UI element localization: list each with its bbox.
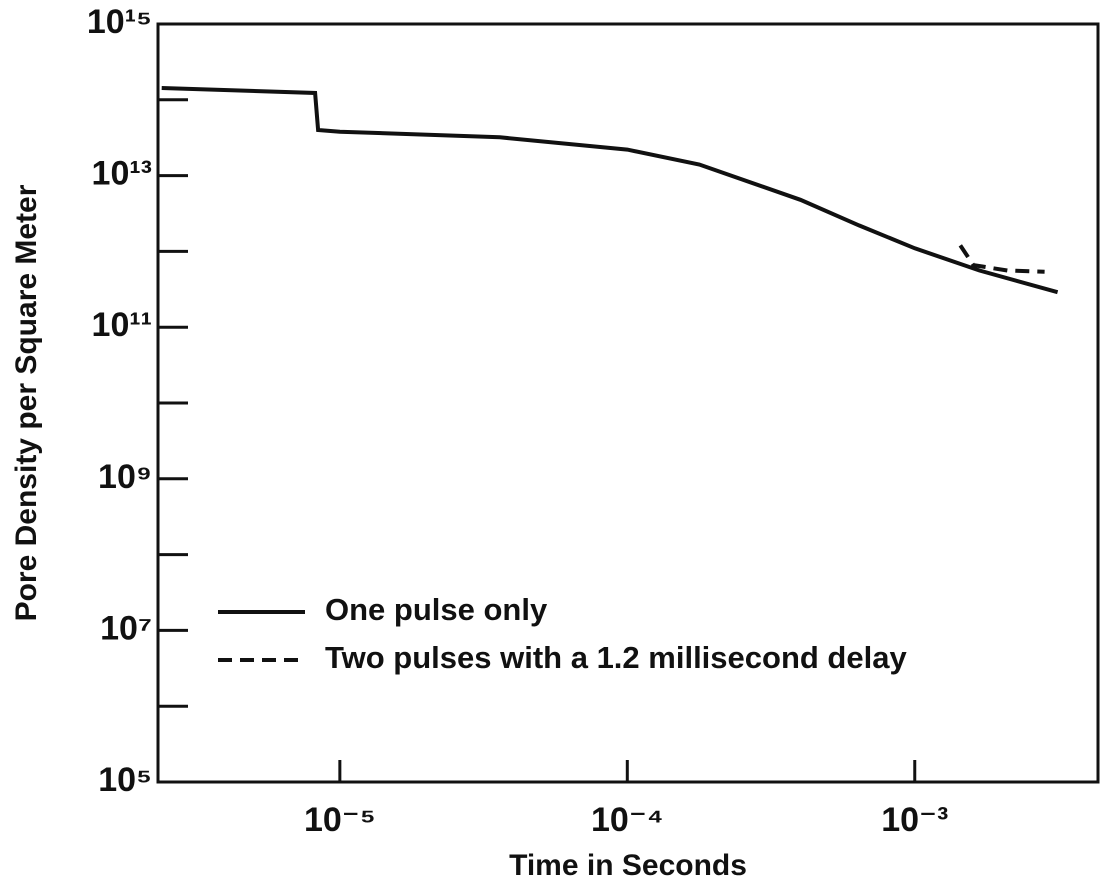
y-tick-label: 10⁵: [98, 761, 152, 799]
y-tick-label: 10⁷: [100, 609, 152, 647]
y-tick-label: 10¹¹: [92, 306, 152, 344]
legend-label: Two pulses with a 1.2 millisecond delay: [325, 640, 907, 675]
series-line: [958, 244, 1045, 274]
y-tick-label: 10¹³: [92, 155, 152, 193]
x-tick-label: 10⁻⁵: [304, 801, 376, 839]
x-axis-label: Time in Seconds: [509, 849, 747, 882]
x-tick-label: 10⁻³: [881, 801, 948, 839]
x-tick-label: 10⁻⁴: [591, 801, 664, 839]
legend-label: One pulse only: [325, 592, 548, 627]
y-axis-label: Pore Density per Square Meter: [10, 184, 43, 621]
y-tick-label: 10⁹: [98, 458, 152, 496]
y-tick-label: 10¹⁵: [87, 3, 152, 41]
series-line: [161, 86, 1059, 295]
